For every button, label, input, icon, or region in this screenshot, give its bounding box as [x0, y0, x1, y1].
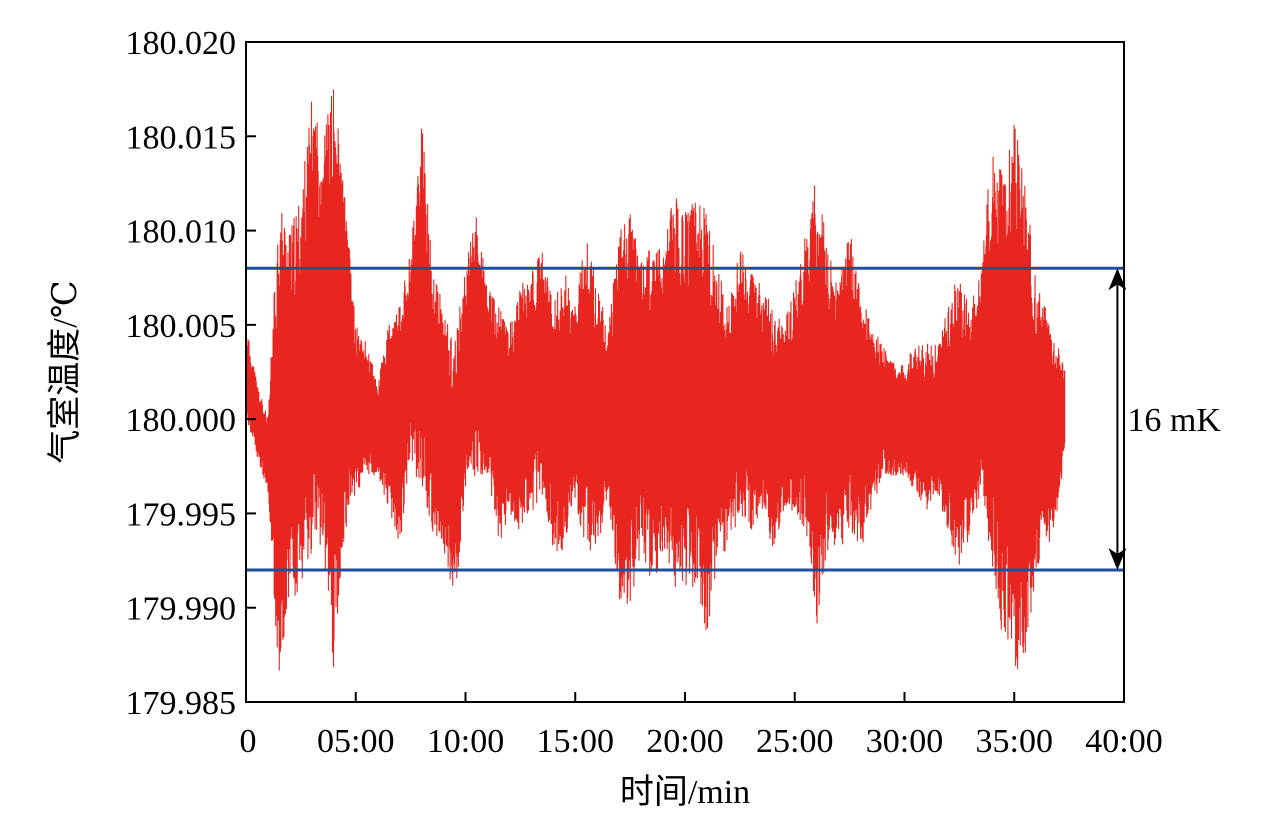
y-tick-label: 180.005 — [126, 308, 237, 345]
x-tick-label: 35:00 — [976, 723, 1053, 760]
temperature-series-line — [245, 89, 1066, 671]
y-tick-label: 179.990 — [126, 591, 237, 628]
x-tick-label: 0 — [240, 723, 257, 760]
range-label: 16 mK — [1127, 402, 1221, 439]
y-tick-label: 179.995 — [126, 496, 237, 533]
y-tick-label: 180.015 — [126, 119, 237, 156]
y-axis-title: 气室温度/℃ — [46, 280, 84, 463]
y-tick-label: 180.020 — [126, 25, 237, 62]
x-tick-labels: 0 05:00 10:00 15:00 20:00 25:00 30:00 35:00 40:0… — [240, 723, 1163, 760]
x-tick-label: 05:00 — [317, 723, 394, 760]
x-tick-label: 40:00 — [1085, 723, 1162, 760]
x-tick-label: 30:00 — [866, 723, 943, 760]
reference-lines — [246, 266, 1124, 572]
y-tick-label: 179.985 — [126, 685, 237, 722]
axis-ticks — [245, 41, 1125, 703]
y-tick-labels: 179.985 179.990 179.995 180.000 180.005 180.0… — [126, 25, 237, 722]
x-tick-label: 25:00 — [756, 723, 833, 760]
plot-data — [245, 89, 1066, 671]
x-tick-label: 20:00 — [646, 723, 723, 760]
x-tick-label: 15:00 — [537, 723, 614, 760]
x-tick-label: 10:00 — [427, 723, 504, 760]
range-arrow-head-up — [1108, 268, 1127, 291]
range-annotation: 16 mK — [1108, 268, 1221, 570]
y-tick-label: 180.010 — [126, 214, 237, 251]
range-arrow-head-down — [1108, 548, 1127, 570]
x-axis-title: 时间/min — [620, 774, 750, 811]
y-tick-label: 180.000 — [126, 402, 237, 439]
